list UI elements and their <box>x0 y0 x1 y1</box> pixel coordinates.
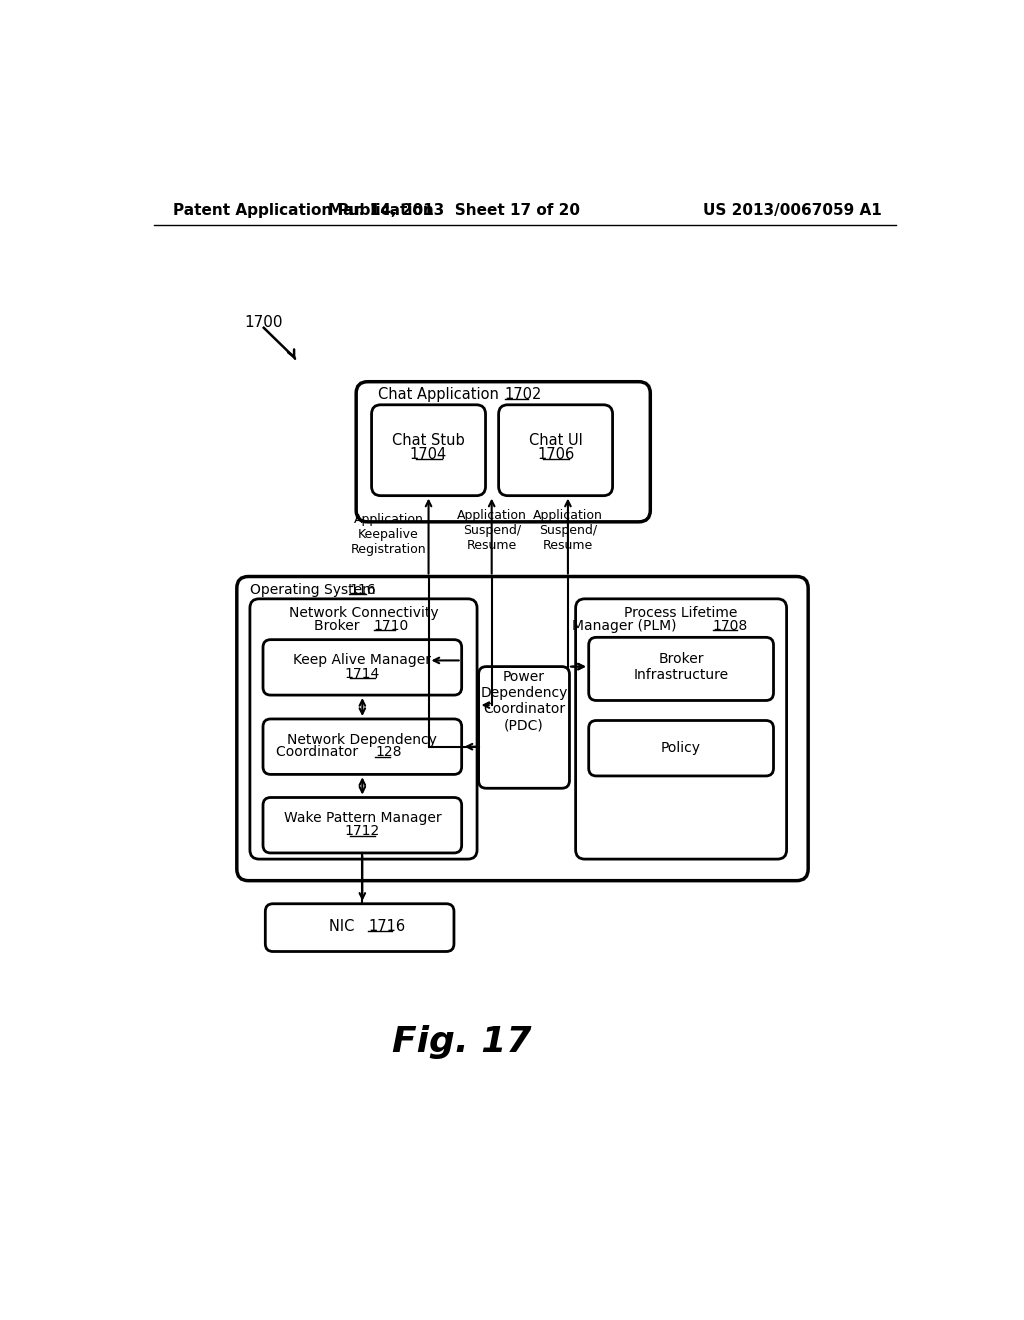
Text: 1704: 1704 <box>410 446 447 462</box>
Text: Coordinator: Coordinator <box>275 744 362 759</box>
Text: Chat Application: Chat Application <box>378 387 503 401</box>
Text: NIC: NIC <box>330 919 359 933</box>
FancyBboxPatch shape <box>263 797 462 853</box>
Text: Broker
Infrastructure: Broker Infrastructure <box>634 652 729 681</box>
Text: Policy: Policy <box>662 742 701 755</box>
Text: 1700: 1700 <box>245 315 283 330</box>
Text: Process Lifetime: Process Lifetime <box>625 606 738 620</box>
FancyBboxPatch shape <box>499 405 612 496</box>
FancyBboxPatch shape <box>372 405 485 496</box>
FancyBboxPatch shape <box>263 640 462 696</box>
FancyBboxPatch shape <box>356 381 650 521</box>
Text: 1706: 1706 <box>537 446 574 462</box>
Text: Operating System: Operating System <box>250 582 380 597</box>
FancyBboxPatch shape <box>478 667 569 788</box>
Text: Fig. 17: Fig. 17 <box>392 1026 531 1060</box>
Text: Patent Application Publication: Patent Application Publication <box>173 203 433 218</box>
FancyBboxPatch shape <box>589 721 773 776</box>
Text: Application
Keepalive
Registration: Application Keepalive Registration <box>350 512 426 556</box>
FancyBboxPatch shape <box>263 719 462 775</box>
Text: Mar. 14, 2013  Sheet 17 of 20: Mar. 14, 2013 Sheet 17 of 20 <box>328 203 580 218</box>
Text: Application
Suspend/
Resume: Application Suspend/ Resume <box>532 508 603 552</box>
Text: Network Connectivity: Network Connectivity <box>289 606 438 620</box>
Text: Keep Alive Manager: Keep Alive Manager <box>293 653 431 668</box>
Text: Power
Dependency
Coordinator
(PDC): Power Dependency Coordinator (PDC) <box>480 671 567 733</box>
Text: Wake Pattern Manager: Wake Pattern Manager <box>284 812 441 825</box>
Text: 116: 116 <box>349 582 376 597</box>
FancyBboxPatch shape <box>237 577 808 880</box>
Text: US 2013/0067059 A1: US 2013/0067059 A1 <box>703 203 882 218</box>
Text: Network Dependency: Network Dependency <box>288 733 437 747</box>
Text: Chat UI: Chat UI <box>528 433 583 447</box>
Text: 1712: 1712 <box>345 825 380 838</box>
Text: Manager (PLM): Manager (PLM) <box>572 619 681 632</box>
Text: 1710: 1710 <box>374 619 410 632</box>
FancyBboxPatch shape <box>589 638 773 701</box>
FancyBboxPatch shape <box>250 599 477 859</box>
Text: 1708: 1708 <box>713 619 748 632</box>
Text: 1714: 1714 <box>345 667 380 681</box>
FancyBboxPatch shape <box>265 904 454 952</box>
FancyBboxPatch shape <box>575 599 786 859</box>
Text: 1716: 1716 <box>369 919 406 933</box>
Text: 1702: 1702 <box>505 387 542 401</box>
Text: 128: 128 <box>376 744 401 759</box>
Text: Broker: Broker <box>314 619 364 632</box>
Text: Application
Suspend/
Resume: Application Suspend/ Resume <box>457 508 526 552</box>
Text: Chat Stub: Chat Stub <box>392 433 465 447</box>
